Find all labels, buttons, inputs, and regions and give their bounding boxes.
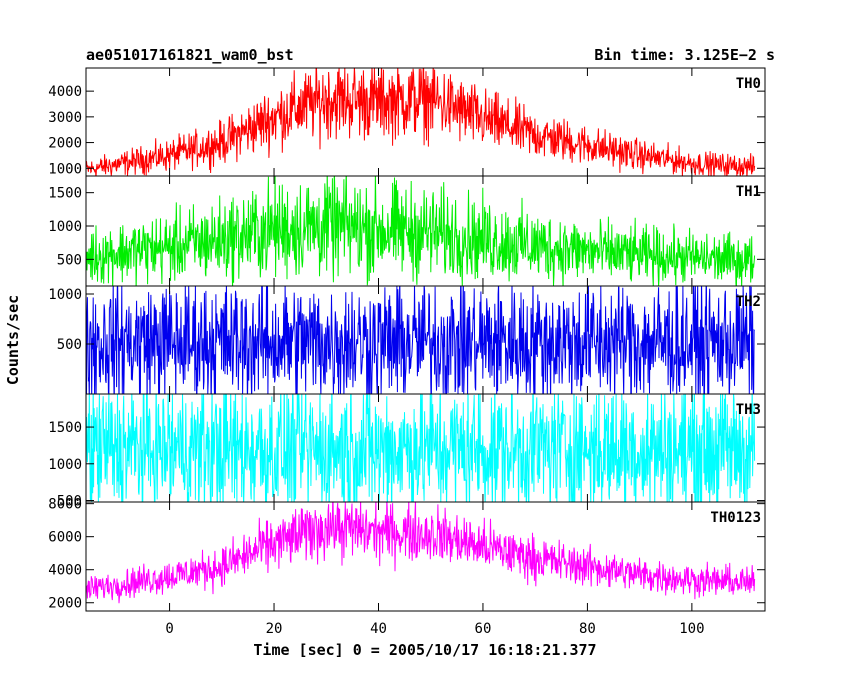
- y-tick-label: 4000: [48, 563, 82, 579]
- y-tick-label: 8000: [48, 497, 82, 513]
- y-axis-label: Counts/sec: [4, 295, 22, 385]
- y-tick-label: 3000: [48, 110, 82, 126]
- panel-th0: 1000 2000 3000 4000 TH0: [48, 67, 766, 177]
- y-tick-label: 2000: [48, 596, 82, 612]
- panel-label-th0: TH0: [736, 76, 761, 92]
- y-tick-label: 1000: [48, 457, 82, 473]
- x-tick-label: 20: [266, 621, 283, 637]
- y-tick-label: 1000: [48, 161, 82, 177]
- y-tick-label: 1500: [48, 420, 82, 436]
- y-tick-label: 2000: [48, 136, 82, 152]
- series-line-th0123: [86, 502, 756, 604]
- y-tick-label: 500: [57, 494, 82, 510]
- y-tick-label: 1500: [48, 186, 82, 202]
- panel-th3: 500 1000 1500 TH3: [48, 393, 766, 510]
- y-tick-label: 4000: [48, 84, 82, 100]
- x-tick-label: 0: [165, 621, 173, 637]
- x-tick-label: 60: [475, 621, 492, 637]
- panel-label-th2: TH2: [736, 294, 761, 310]
- y-tick-label: 500: [57, 337, 82, 353]
- chart-title: ae051017161821_wam0_bst: [86, 46, 294, 64]
- series-line-th2: [86, 286, 755, 394]
- panel-th0123: 2000 4000 6000 8000 TH0123: [48, 497, 766, 612]
- x-tick-label: 80: [579, 621, 596, 637]
- panel-th1: 500 1000 1500 TH1: [48, 175, 766, 287]
- y-tick-label: 6000: [48, 530, 82, 546]
- panel-frame: [85, 501, 766, 612]
- bin-time-label: Bin time: 3.125E−2 s: [594, 46, 775, 64]
- panel-label-th0123: TH0123: [710, 510, 761, 526]
- series-line-th3: [86, 394, 756, 502]
- series-line-th0: [86, 68, 756, 176]
- series-line-th1: [86, 176, 756, 286]
- y-tick-label: 1000: [48, 219, 82, 235]
- x-axis-label: Time [sec] 0 = 2005/10/17 16:18:21.377: [253, 641, 596, 659]
- y-tick-label: 500: [57, 252, 82, 268]
- panel-label-th3: TH3: [736, 402, 761, 418]
- x-tick-label: 40: [370, 621, 387, 637]
- x-tick-label: 100: [679, 621, 704, 637]
- panel-label-th1: TH1: [736, 184, 761, 200]
- y-tick-label: 1000: [48, 287, 82, 303]
